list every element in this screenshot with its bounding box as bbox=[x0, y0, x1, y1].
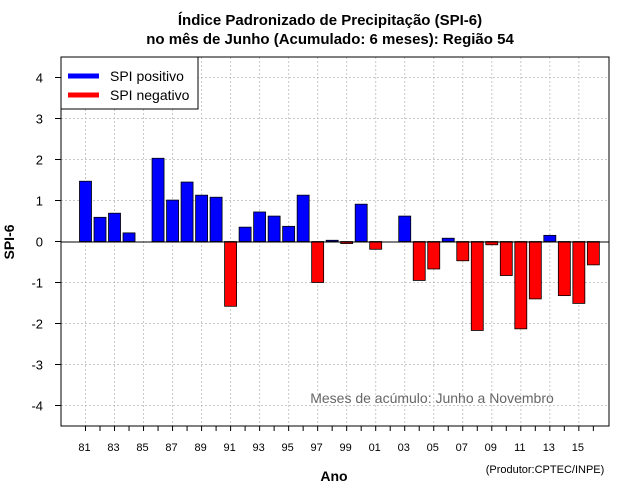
y-tick-label: 3 bbox=[36, 112, 43, 127]
bar-83 bbox=[108, 212, 121, 242]
bar-16 bbox=[586, 241, 600, 266]
bar-87 bbox=[166, 199, 179, 242]
bar-13 bbox=[543, 234, 557, 242]
x-tick-label: 83 bbox=[107, 442, 119, 454]
bar-82 bbox=[93, 216, 107, 242]
legend-label-positive: SPI positivo bbox=[110, 68, 184, 84]
bar-00 bbox=[354, 203, 368, 242]
bar-95 bbox=[282, 225, 296, 242]
x-tick-label: 97 bbox=[311, 442, 323, 454]
bar-06 bbox=[441, 237, 455, 242]
x-tick-label: 99 bbox=[340, 442, 352, 454]
bar-93 bbox=[253, 211, 267, 242]
x-tick-label: 13 bbox=[543, 442, 555, 454]
y-tick-label: 0 bbox=[36, 235, 43, 250]
y-tick-label: 4 bbox=[36, 71, 43, 86]
x-tick-label: 91 bbox=[223, 442, 235, 454]
chart-title: Índice Padronizado de Precipitação (SPI-… bbox=[178, 12, 482, 29]
x-axis: 81 83 85 87 89 91 93 95 97 99 01 03 05 07 09 11 13 15 bbox=[78, 426, 594, 454]
y-tick-label: -1 bbox=[31, 276, 43, 291]
x-tick-label: 85 bbox=[136, 442, 148, 454]
x-tick-label: 87 bbox=[165, 442, 177, 454]
x-tick-label: 89 bbox=[194, 442, 206, 454]
chart-subtitle: no mês de Junho (Acumulado: 6 meses): Re… bbox=[146, 31, 514, 48]
bar-14 bbox=[557, 241, 571, 297]
legend-box bbox=[60, 56, 199, 110]
bar-86 bbox=[151, 157, 165, 242]
legend-label-negative: SPI negativo bbox=[110, 87, 190, 103]
bar-97 bbox=[311, 241, 325, 283]
credit-text: (Produtor:CPTEC/INPE) bbox=[486, 464, 605, 476]
x-tick-label: 09 bbox=[485, 442, 497, 454]
bar-96 bbox=[296, 194, 310, 242]
x-tick-label: 11 bbox=[514, 442, 525, 454]
annotation-text: Meses de acúmulo: Junho a Novembro bbox=[310, 390, 554, 406]
y-tick-label: -4 bbox=[31, 399, 43, 414]
bar-98 bbox=[325, 239, 339, 242]
y-tick-label: -3 bbox=[31, 358, 43, 373]
bar-04 bbox=[412, 241, 426, 281]
x-axis-label: Ano bbox=[320, 468, 347, 484]
bar-91 bbox=[224, 241, 238, 307]
x-tick-label: 05 bbox=[427, 442, 439, 454]
bar-84 bbox=[122, 232, 136, 242]
bar-12 bbox=[528, 241, 542, 300]
y-tick-label: 2 bbox=[36, 153, 43, 168]
x-tick-label: 93 bbox=[252, 442, 264, 454]
x-tick-label: 03 bbox=[398, 442, 410, 454]
legend: SPI positivo SPI negativo bbox=[60, 56, 199, 110]
y-axis-label: SPI-6 bbox=[1, 224, 17, 259]
bar-05 bbox=[427, 241, 441, 270]
bar-11 bbox=[514, 241, 528, 330]
x-tick-label: 81 bbox=[78, 442, 90, 454]
x-tick-label: 07 bbox=[456, 442, 468, 454]
bar-94 bbox=[267, 215, 281, 242]
y-tick-label: 1 bbox=[36, 194, 43, 209]
x-tick-label: 01 bbox=[369, 442, 381, 454]
y-tick-label: -2 bbox=[31, 317, 43, 332]
y-axis: -4 -3 -2 -1 0 1 2 3 4 bbox=[31, 71, 61, 414]
bar-07 bbox=[456, 241, 470, 262]
x-tick-label: 95 bbox=[282, 442, 294, 454]
bar-10 bbox=[499, 241, 513, 276]
bar-89 bbox=[195, 194, 208, 242]
bars bbox=[79, 157, 600, 331]
bar-15 bbox=[572, 241, 586, 304]
bar-81 bbox=[79, 180, 92, 242]
bar-92 bbox=[238, 226, 252, 242]
bar-01 bbox=[369, 241, 383, 250]
x-tick-label: 15 bbox=[572, 442, 584, 454]
bar-88 bbox=[180, 181, 194, 242]
bar-03 bbox=[398, 215, 412, 242]
bar-08 bbox=[470, 241, 484, 331]
bar-90 bbox=[209, 196, 223, 242]
